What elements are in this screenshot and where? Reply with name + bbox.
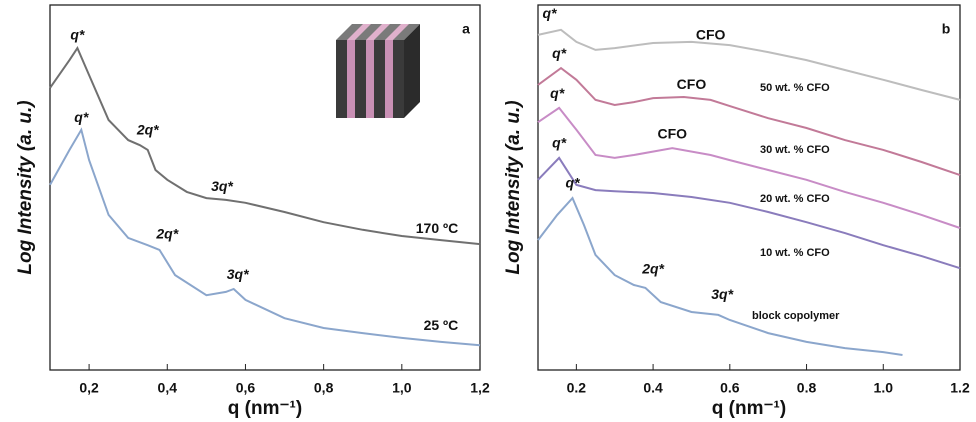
series-label: 20 wt. % CFO — [760, 193, 830, 205]
annotation: q* — [74, 109, 89, 125]
annotation: 2q* — [641, 260, 664, 276]
data-line — [537, 28, 961, 101]
plot-frame — [537, 4, 961, 371]
x-tick-label: 1.2 — [950, 380, 970, 396]
data-line — [49, 46, 481, 246]
annotation: q* — [552, 45, 567, 61]
annotation: 170 ºC — [416, 220, 458, 236]
panel-label: b — [942, 21, 951, 37]
annotation: 3q* — [227, 266, 249, 282]
x-tick-label: 1,2 — [470, 380, 490, 396]
y-axis-label: Log Intensity (a. u.) — [15, 100, 36, 274]
annotation: q* — [550, 85, 565, 101]
x-tick-label: 0,4 — [158, 380, 178, 396]
x-tick-label: 0,2 — [79, 380, 99, 396]
data-line — [537, 106, 961, 229]
annotation: q* — [543, 5, 558, 21]
annotation: CFO — [677, 76, 707, 92]
annotation: CFO — [657, 125, 687, 141]
series-label: 10 wt. % CFO — [760, 247, 830, 259]
x-tick-label: 0,8 — [314, 380, 334, 396]
data-line — [537, 196, 903, 356]
x-tick-label: 0.6 — [720, 380, 740, 396]
annotation: CFO — [696, 27, 726, 43]
x-tick-label: 1.0 — [874, 380, 894, 396]
y-axis-label: Log Intensity (a. u.) — [503, 100, 524, 274]
data-line — [537, 66, 961, 177]
x-tick-label: 0,6 — [236, 380, 256, 396]
data-line — [49, 127, 481, 347]
annotation: q* — [70, 27, 85, 43]
x-axis-label: q (nm⁻¹) — [712, 398, 786, 419]
series-label: block copolymer — [752, 310, 840, 322]
annotation: 3q* — [211, 178, 233, 194]
annotation: 25 ºC — [424, 317, 459, 333]
annotation: 2q* — [136, 122, 159, 138]
series-label: 30 wt. % CFO — [760, 144, 830, 156]
data-line — [537, 156, 961, 270]
x-axis-label: q (nm⁻¹) — [228, 398, 302, 419]
annotation: 2q* — [155, 226, 178, 242]
x-tick-label: 1,0 — [392, 380, 412, 396]
panel-label: a — [462, 21, 470, 37]
x-tick-label: 0.4 — [643, 380, 663, 396]
annotation: 3q* — [711, 286, 733, 302]
annotation: q* — [552, 134, 567, 150]
inset-lamellae — [336, 24, 420, 118]
plot-frame — [49, 4, 481, 371]
annotation: q* — [566, 175, 581, 191]
series-label: 50 wt. % CFO — [760, 82, 830, 94]
x-tick-label: 0.8 — [797, 380, 817, 396]
x-tick-label: 0.2 — [567, 380, 587, 396]
